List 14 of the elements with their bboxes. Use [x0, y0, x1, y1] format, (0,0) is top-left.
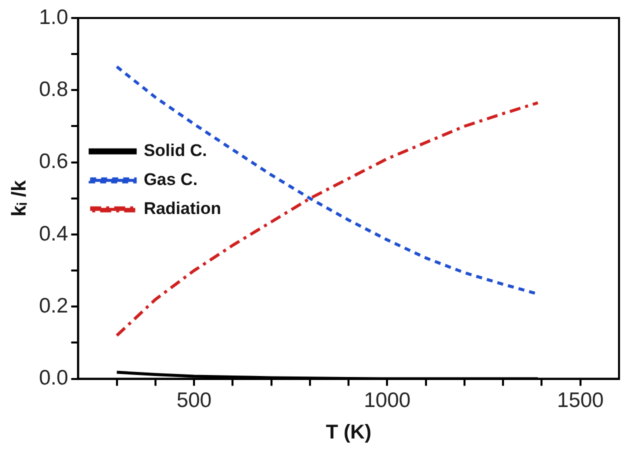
- legend-label: Gas C.: [144, 170, 198, 190]
- y-tick-label: 1.0: [38, 6, 68, 29]
- legend-label: Solid C.: [144, 141, 207, 160]
- legend-label: Radiation: [144, 199, 222, 218]
- x-tick-label: 1500: [557, 389, 604, 412]
- y-axis-title: kᵢ /k: [8, 179, 31, 216]
- y-tick-label: 0.8: [38, 78, 68, 101]
- x-tick-label: 500: [176, 389, 212, 412]
- x-tick-label: 1000: [364, 389, 411, 412]
- y-tick-label: 0.0: [38, 366, 68, 390]
- y-tick-label: 0.4: [38, 222, 69, 246]
- y-tick-label: 0.2: [38, 294, 68, 318]
- y-tick-label: 0.6: [38, 150, 68, 174]
- x-axis-title: T (K): [326, 422, 372, 444]
